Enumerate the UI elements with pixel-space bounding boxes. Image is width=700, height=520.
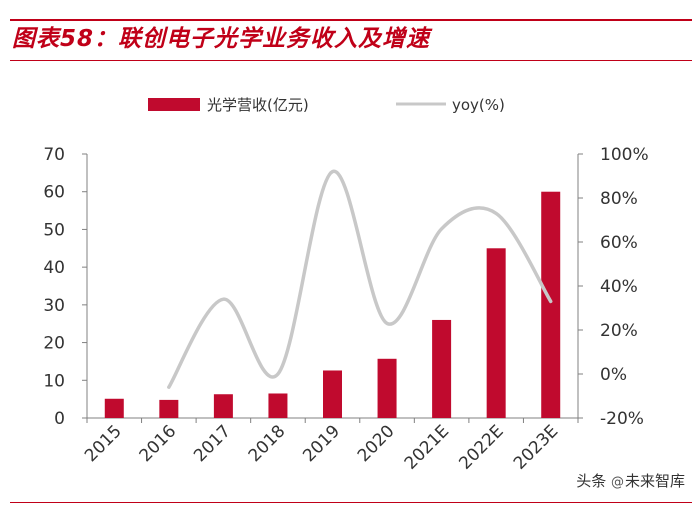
revenue-bar bbox=[159, 399, 179, 418]
legend-line-label: yoy(%) bbox=[452, 96, 505, 114]
left-tick-label: 0 bbox=[54, 409, 65, 429]
right-tick-label: 20% bbox=[600, 321, 638, 341]
right-tick-label: 100% bbox=[600, 145, 649, 165]
watermark-icon: @ bbox=[610, 475, 624, 490]
x-axis: 2015 2016 2017 2018 2019 2020 2021E 2022E 2023E bbox=[81, 417, 579, 474]
revenue-bar bbox=[213, 394, 233, 418]
watermark-prefix: 头条 bbox=[576, 472, 607, 490]
x-tick-label: 2016 bbox=[136, 421, 181, 466]
right-tick-label: -20% bbox=[600, 409, 644, 429]
x-tick-label: 2020 bbox=[354, 421, 399, 466]
legend-bar-swatch bbox=[148, 98, 200, 111]
left-tick-label: 10 bbox=[43, 371, 65, 391]
right-tick-label: 0% bbox=[600, 365, 627, 385]
revenue-bar bbox=[323, 370, 342, 418]
right-tick-label: 80% bbox=[600, 189, 638, 209]
right-y-axis: -20% 0% 20% 40% 60% 80% 100% bbox=[577, 145, 649, 429]
revenue-bar bbox=[541, 191, 561, 418]
title-bottom-rule bbox=[10, 60, 692, 61]
x-tick-label: 2015 bbox=[81, 421, 126, 466]
revenue-bar bbox=[377, 358, 397, 418]
title-top-rule bbox=[10, 19, 692, 21]
revenue-bar bbox=[486, 248, 506, 418]
x-tick-label: 2019 bbox=[299, 421, 344, 466]
revenue-bar bbox=[268, 393, 288, 418]
title-bar: 图表58：联创电子光学业务收入及增速 bbox=[0, 0, 700, 61]
yoy-line bbox=[167, 169, 553, 389]
legend-bar-label: 光学营收(亿元) bbox=[207, 96, 309, 114]
revenue-growth-chart: 光学营收(亿元) yoy(%) 0 10 20 30 40 50 60 70 -20% 0% 20%… bbox=[43, 96, 649, 474]
footer-rule bbox=[10, 502, 692, 503]
left-y-axis: 0 10 20 30 40 50 60 70 bbox=[43, 145, 88, 429]
x-tick-label: 2021E bbox=[401, 421, 453, 473]
watermark: 头条 @未来智库 bbox=[573, 470, 688, 491]
x-tick-label: 2018 bbox=[245, 421, 290, 466]
yoy-line-series bbox=[167, 169, 553, 389]
left-tick-label: 70 bbox=[43, 145, 65, 165]
left-tick-label: 50 bbox=[43, 220, 65, 240]
revenue-bar bbox=[104, 398, 124, 418]
left-tick-label: 40 bbox=[43, 258, 65, 278]
left-tick-label: 60 bbox=[43, 183, 65, 203]
watermark-name: 未来智库 bbox=[624, 472, 685, 490]
x-tick-label: 2023E bbox=[510, 421, 562, 473]
revenue-bar bbox=[432, 319, 452, 418]
left-tick-label: 30 bbox=[43, 296, 65, 316]
page-title: 图表58：联创电子光学业务收入及增速 bbox=[12, 26, 431, 52]
left-tick-label: 20 bbox=[43, 334, 65, 354]
right-tick-label: 40% bbox=[600, 277, 638, 297]
right-tick-label: 60% bbox=[600, 233, 638, 253]
revenue-bars bbox=[104, 191, 561, 418]
chart-legend: 光学营收(亿元) yoy(%) bbox=[148, 96, 505, 114]
x-tick-label: 2022E bbox=[455, 421, 507, 473]
chart-area: 光学营收(亿元) yoy(%) 0 10 20 30 40 50 60 70 -20% 0% 20%… bbox=[0, 62, 700, 492]
x-tick-label: 2017 bbox=[190, 421, 235, 466]
